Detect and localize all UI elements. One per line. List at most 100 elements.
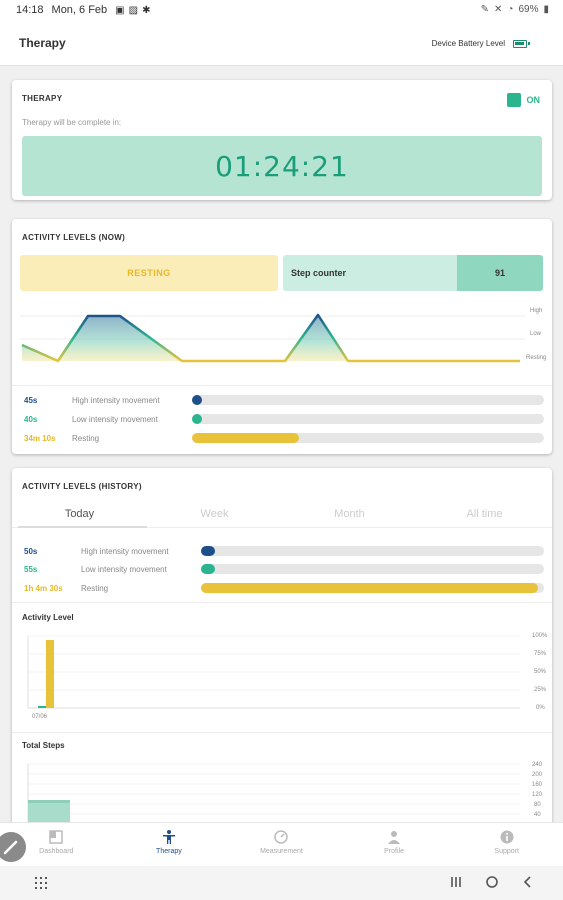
now-low-label: Low intensity movement — [72, 415, 158, 424]
divider — [12, 732, 552, 733]
phone-battery-icon: ▮ — [543, 4, 549, 15]
page-title: Therapy — [19, 36, 66, 50]
hist-high-track — [201, 546, 544, 556]
apps-grid-icon[interactable] — [34, 876, 48, 890]
axis-high: High — [530, 308, 542, 314]
therapy-title: THERAPY — [22, 94, 63, 103]
mute-icon: ✕ — [494, 4, 503, 15]
now-high-track — [192, 395, 544, 405]
nav-measurement[interactable]: Measurement — [225, 823, 338, 866]
info-icon — [500, 830, 514, 844]
toggle-check-icon — [506, 93, 521, 107]
therapy-toggle[interactable]: ON — [506, 93, 541, 107]
y-tick-25: 25% — [534, 687, 547, 693]
recents-icon[interactable] — [449, 875, 463, 889]
status-date: Mon, 6 Feb — [51, 4, 108, 16]
activity-level-chart: 07/06 100% 75% 50% 25% 0% — [27, 633, 548, 720]
activity-area — [22, 315, 520, 361]
steps-tick-40: 40 — [534, 812, 541, 818]
therapy-person-icon — [162, 830, 175, 844]
therapy-card: THERAPY ON Therapy will be complete in: … — [12, 80, 552, 200]
nav-dashboard-label: Dashboard — [39, 848, 74, 855]
system-nav-bar — [0, 866, 563, 900]
nav-therapy[interactable]: Therapy — [113, 823, 226, 866]
nav-dashboard[interactable]: Dashboard — [0, 823, 113, 866]
tab-week[interactable]: Week — [200, 508, 229, 520]
activity-bar-low — [38, 706, 46, 708]
calendar-icon: ▣ — [115, 4, 125, 16]
back-icon[interactable] — [521, 875, 535, 889]
step-counter: Step counter 91 — [283, 255, 543, 291]
nav-measurement-label: Measurement — [260, 848, 303, 855]
hist-rest-label: Resting — [81, 584, 109, 593]
steps-bar-top — [28, 800, 70, 803]
now-rest-duration: 34m 10s — [24, 434, 56, 443]
activity-now-title: ACTIVITY LEVELS (NOW) — [22, 233, 126, 242]
activity-level-label: Activity Level — [22, 613, 74, 622]
hist-high-duration: 50s — [24, 547, 38, 556]
tab-all-time[interactable]: All time — [466, 508, 503, 520]
therapy-timer: 01:24:21 — [22, 136, 542, 196]
nav-profile-label: Profile — [384, 848, 404, 855]
hist-high-label: High intensity movement — [81, 547, 169, 556]
image-icon: ▨ — [128, 4, 139, 16]
hist-rest-fill — [201, 583, 538, 593]
now-rest-track — [192, 433, 544, 443]
gauge-icon — [274, 830, 289, 844]
app-bar: Therapy Device Battery Level — [0, 22, 563, 66]
y-tick-50: 50% — [534, 669, 547, 675]
device-battery-icon — [513, 39, 530, 48]
steps-tick-120: 120 — [532, 792, 543, 798]
activity-history-title: ACTIVITY LEVELS (HISTORY) — [22, 482, 142, 491]
hist-low-label: Low intensity movement — [81, 565, 167, 574]
activity-now-chart: High Low Resting — [20, 308, 546, 363]
hist-row-low: 55s Low intensity movement — [22, 562, 544, 576]
steps-tick-240: 240 — [532, 762, 543, 768]
hist-rest-track — [201, 583, 544, 593]
tab-month[interactable]: Month — [334, 508, 365, 520]
status-time: 14:18 — [16, 4, 44, 16]
axis-resting: Resting — [526, 355, 546, 361]
divider — [12, 602, 552, 603]
nav-support-label: Support — [494, 848, 519, 855]
wifi-icon: ◔ — [507, 4, 514, 15]
toggle-label: ON — [526, 95, 541, 105]
now-low-track — [192, 414, 544, 424]
now-rest-fill — [192, 433, 299, 443]
activity-history-card: ACTIVITY LEVELS (HISTORY) Today Week Mon… — [12, 468, 552, 828]
nav-support[interactable]: Support — [450, 823, 563, 866]
activity-x-tick: 07/06 — [32, 714, 48, 720]
tab-today[interactable]: Today — [12, 504, 147, 528]
activity-bar-resting — [46, 640, 54, 708]
step-counter-label: Step counter — [291, 268, 347, 278]
y-tick-100: 100% — [532, 633, 548, 639]
home-icon[interactable] — [485, 875, 499, 889]
step-counter-value: 91 — [457, 255, 543, 291]
hist-row-high: 50s High intensity movement — [22, 544, 544, 558]
y-tick-0: 0% — [536, 705, 545, 711]
hist-row-rest: 1h 4m 30s Resting — [22, 581, 544, 595]
axis-low: Low — [530, 331, 542, 337]
nav-profile[interactable]: Profile — [338, 823, 451, 866]
now-high-label: High intensity movement — [72, 396, 160, 405]
activity-state: RESTING — [20, 255, 278, 291]
pencil-icon — [3, 840, 18, 855]
bottom-nav: Dashboard Therapy Measurement Profile Su… — [0, 822, 563, 866]
steps-tick-200: 200 — [532, 772, 543, 778]
hist-high-fill — [201, 546, 215, 556]
now-high-fill — [192, 395, 202, 405]
edit-fab[interactable] — [0, 832, 26, 862]
device-battery-label: Device Battery Level — [431, 39, 505, 48]
steps-tick-160: 160 — [532, 782, 543, 788]
hist-low-duration: 55s — [24, 565, 38, 574]
now-high-duration: 45s — [24, 396, 38, 405]
hist-low-fill — [201, 564, 215, 574]
status-bar: 14:18 Mon, 6 Feb ▣ ▨ ✱ ✎ ✕ ◔ 69% ▮ — [0, 0, 563, 22]
now-row-low: 40s Low intensity movement — [22, 412, 544, 426]
total-steps-label: Total Steps — [22, 741, 65, 750]
now-rest-label: Resting — [72, 434, 100, 443]
activity-line — [21, 313, 520, 363]
nav-therapy-label: Therapy — [156, 848, 182, 855]
hist-low-track — [201, 564, 544, 574]
divider — [12, 385, 552, 386]
